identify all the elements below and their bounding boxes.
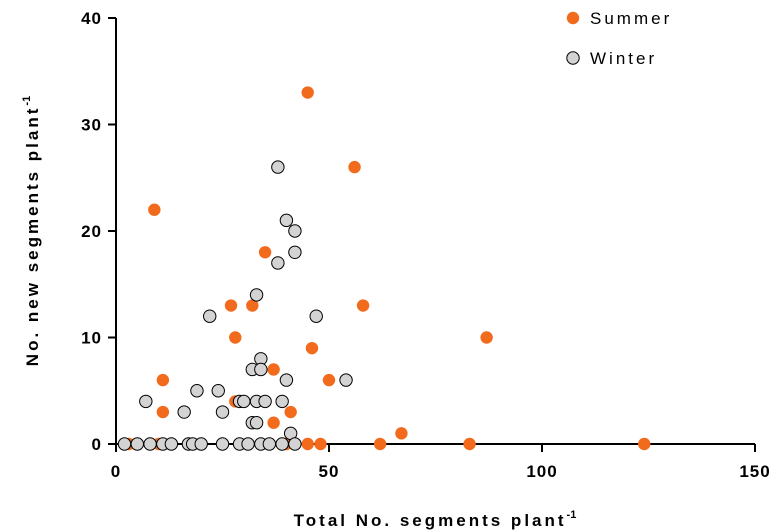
- winter-point: [339, 373, 353, 387]
- winter-point: [215, 437, 230, 451]
- winter-point: [279, 213, 294, 228]
- legend-marker-summer: [566, 11, 580, 25]
- winter-point: [275, 437, 289, 451]
- winter-point: [249, 288, 264, 302]
- summer-point: [246, 299, 259, 312]
- summer-point: [314, 437, 327, 451]
- summer-point: [395, 427, 408, 440]
- summer-point: [224, 299, 238, 312]
- x-tick-label: 50: [319, 462, 340, 481]
- legend-marker-winter: [566, 51, 580, 65]
- winter-point: [254, 362, 268, 377]
- x-tick-label: 150: [739, 462, 770, 481]
- winter-point: [271, 256, 285, 270]
- winter-point: [139, 394, 153, 409]
- winter-point: [190, 384, 204, 398]
- ticks: 0 50 100 150 0 10 20 30 40: [81, 9, 770, 481]
- summer-point: [148, 203, 161, 216]
- axes: [115, 18, 755, 445]
- winter-point: [164, 437, 179, 451]
- summer-point: [156, 373, 170, 387]
- winter-point: [249, 416, 264, 430]
- x-tick-label: 100: [526, 462, 557, 481]
- winter-point: [194, 437, 208, 451]
- summer-point: [301, 86, 314, 99]
- summer-point: [284, 405, 297, 419]
- winter-point: [237, 394, 251, 409]
- x-tick-label: 0: [111, 462, 121, 481]
- winter-point: [211, 384, 225, 398]
- summer-point: [356, 299, 370, 312]
- data-points: [117, 86, 651, 451]
- summer-point: [301, 437, 314, 451]
- x-axis-title: Total No. segments plant-1: [294, 509, 577, 530]
- winter-point: [215, 405, 230, 419]
- winter-point: [203, 309, 217, 323]
- summer-point: [348, 160, 361, 174]
- legend-label-winter: Winter: [590, 49, 657, 68]
- winter-point: [309, 309, 323, 323]
- y-tick-label: 0: [92, 435, 102, 454]
- winter-point: [241, 437, 255, 451]
- summer-point: [463, 437, 476, 451]
- winter-point: [271, 160, 285, 174]
- winter-point: [117, 437, 132, 451]
- y-axis-title: No. new segments plant-1: [21, 96, 42, 366]
- y-tick-label: 20: [81, 222, 102, 241]
- summer-point: [480, 331, 493, 344]
- summer-point: [229, 331, 242, 344]
- y-tick-label: 40: [81, 9, 102, 28]
- y-tick-label: 10: [81, 329, 102, 348]
- legend: Summer Winter: [566, 9, 672, 68]
- summer-point: [267, 416, 280, 429]
- winter-point: [288, 224, 302, 238]
- legend-label-summer: Summer: [590, 9, 672, 28]
- summer-point: [638, 437, 651, 451]
- winter-point: [288, 437, 302, 451]
- summer-point: [156, 405, 170, 419]
- summer-point: [305, 341, 319, 355]
- y-tick-label: 30: [81, 116, 102, 135]
- winter-point: [288, 245, 302, 260]
- winter-point: [143, 437, 157, 451]
- summer-point: [267, 363, 280, 376]
- winter-point: [130, 437, 145, 451]
- summer-point: [373, 437, 387, 451]
- winter-point: [279, 373, 294, 387]
- winter-point: [262, 437, 277, 451]
- summer-point: [322, 373, 336, 387]
- winter-point: [258, 394, 272, 409]
- summer-point: [258, 246, 272, 259]
- winter-point: [177, 405, 191, 419]
- winter-point: [275, 394, 289, 409]
